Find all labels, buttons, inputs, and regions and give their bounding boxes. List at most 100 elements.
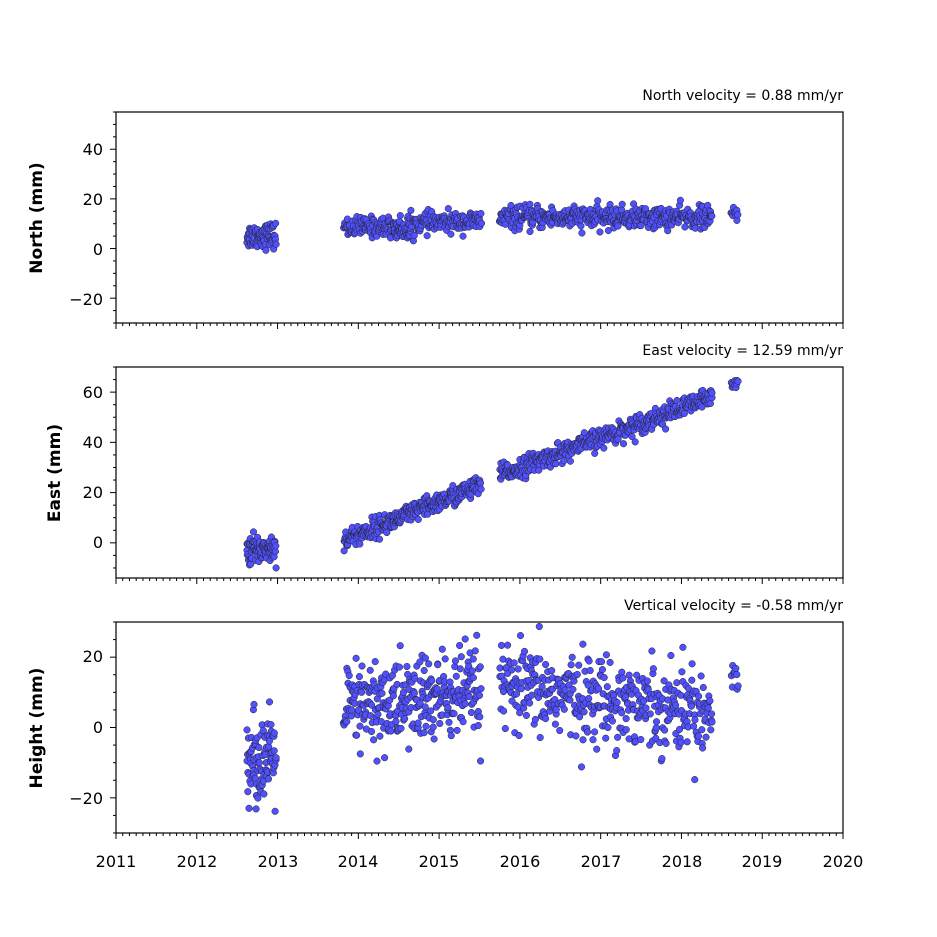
height-data-point <box>468 667 476 675</box>
height-data-point <box>642 704 650 712</box>
height-data-point <box>255 759 263 767</box>
height-data-point <box>520 647 529 655</box>
height-data-point <box>421 654 429 662</box>
height-data-point <box>422 722 430 730</box>
height-data-point <box>602 651 610 659</box>
height-data-point <box>373 757 381 765</box>
north-data-point <box>578 229 586 237</box>
height-data-point <box>250 700 258 708</box>
height-data-point <box>575 661 583 669</box>
height-data-point <box>652 724 660 732</box>
height-data-point <box>556 726 564 735</box>
east-data-point <box>619 440 628 448</box>
north-data-point <box>681 223 689 231</box>
north-panel: North velocity = 0.88 mm/yr North (mm) −… <box>27 88 844 329</box>
height-plot-area <box>110 621 844 839</box>
height-data-point <box>690 722 698 730</box>
height-data-point <box>436 719 444 728</box>
height-data-point <box>469 655 477 663</box>
height-data-point <box>461 635 469 643</box>
height-data-point <box>352 654 360 662</box>
height-data-point <box>585 657 593 665</box>
east-data-point <box>375 535 384 543</box>
north-y-tick-label: 20 <box>83 190 103 209</box>
height-data-point <box>272 754 280 762</box>
height-data-point <box>694 732 703 740</box>
height-y-tick-label: 0 <box>93 718 103 737</box>
height-data-point <box>589 736 597 744</box>
height-data-point <box>579 736 587 744</box>
east-data-point <box>476 479 485 487</box>
height-data-point <box>697 672 705 680</box>
height-data-point <box>477 757 485 765</box>
height-data-point <box>497 641 506 649</box>
height-data-point <box>608 717 616 725</box>
height-data-point <box>637 735 645 744</box>
height-data-point <box>679 643 687 651</box>
height-data-point <box>704 704 712 712</box>
height-data-point <box>660 677 668 685</box>
height-data-point <box>598 666 606 674</box>
height-data-point <box>560 705 568 713</box>
east-data-point <box>706 399 714 408</box>
north-y-tick-label: −20 <box>69 290 103 309</box>
north-y-ticks <box>110 111 116 324</box>
east-y-tick-label: 40 <box>83 433 103 452</box>
x-tick-label: 2017 <box>581 852 622 871</box>
north-data-point <box>676 196 684 204</box>
height-data-point <box>501 724 509 733</box>
east-data-point <box>552 460 560 468</box>
east-y-tick-label: 60 <box>83 383 103 402</box>
east-data-point <box>249 528 258 536</box>
height-panel-title: Vertical velocity = -0.58 mm/yr <box>624 598 843 614</box>
x-tick-label: 2016 <box>500 852 541 871</box>
height-data-point <box>378 689 386 697</box>
east-y-ticks <box>110 366 116 569</box>
east-data-points <box>243 376 742 572</box>
north-data-point <box>262 246 270 254</box>
height-data-point <box>691 716 699 724</box>
north-data-point <box>423 232 431 240</box>
height-data-point <box>421 703 429 711</box>
height-data-point <box>536 655 544 663</box>
height-data-point <box>698 726 706 734</box>
x-tick-label: 2014 <box>338 852 379 871</box>
height-panel: Vertical velocity = -0.58 mm/yr Height (… <box>27 598 863 871</box>
height-data-point <box>444 704 452 712</box>
height-data-point <box>508 666 516 674</box>
height-data-point <box>347 712 355 720</box>
x-tick-label: 2011 <box>96 852 137 871</box>
height-data-point <box>583 728 592 736</box>
height-data-point <box>618 709 626 717</box>
height-data-point <box>396 642 404 650</box>
height-data-point <box>441 655 449 663</box>
east-data-point <box>356 540 364 548</box>
north-data-point <box>447 230 455 238</box>
east-data-point <box>631 438 639 446</box>
height-data-point <box>465 662 473 670</box>
height-data-point <box>367 727 376 736</box>
height-data-point <box>393 680 401 688</box>
height-data-point <box>461 700 469 708</box>
height-data-point <box>586 666 594 675</box>
north-data-point <box>459 232 467 240</box>
height-data-point <box>531 715 539 723</box>
x-tick-label: 2020 <box>823 852 864 871</box>
height-data-point <box>585 694 593 703</box>
east-data-point <box>698 403 706 411</box>
east-data-point <box>708 389 716 397</box>
east-y-tick-label: 0 <box>93 533 103 552</box>
height-data-point <box>271 807 279 815</box>
north-data-point <box>407 206 415 214</box>
height-data-point <box>434 661 442 669</box>
height-data-point <box>528 691 536 699</box>
height-data-point <box>573 670 581 679</box>
height-data-point <box>410 689 418 697</box>
height-data-point <box>538 682 546 691</box>
height-data-point <box>526 699 534 707</box>
height-data-point <box>535 622 543 631</box>
height-data-point <box>374 710 382 718</box>
height-data-point <box>695 692 703 700</box>
height-data-point <box>702 733 710 741</box>
height-data-points <box>243 622 742 815</box>
